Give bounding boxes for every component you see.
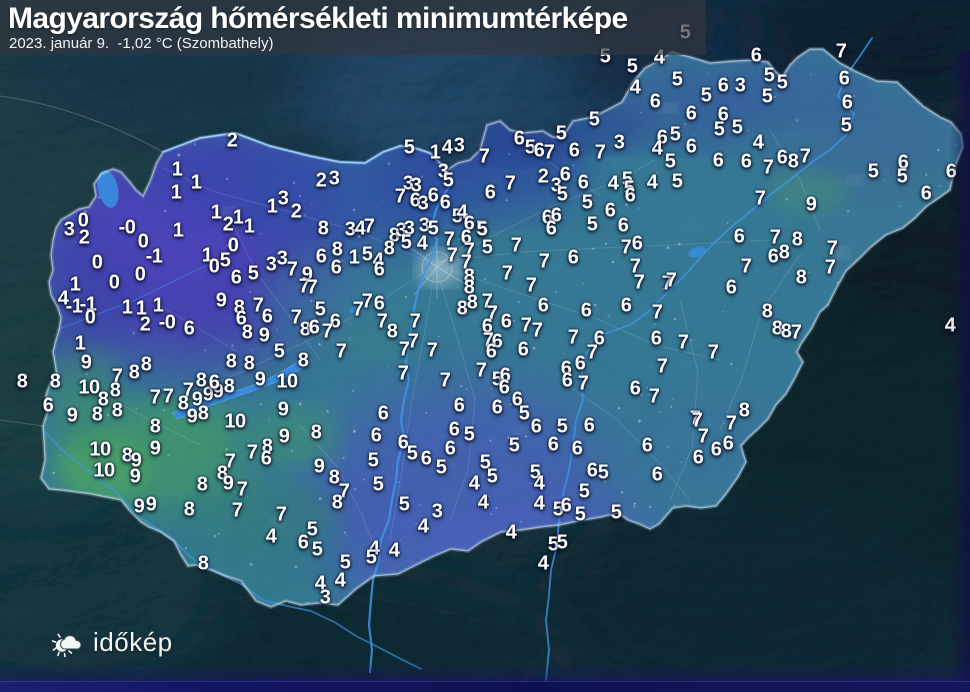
bottom-bar	[0, 681, 970, 692]
map-subtitle: 2023. január 9. -1,02 °C (Szombathely)	[9, 35, 274, 52]
road-network-lines	[94, 129, 821, 561]
title-bar: Magyarország hőmérsékleti minimumtérképe…	[0, 0, 706, 55]
hungary-border	[0, 47, 966, 610]
raba-river	[56, 251, 233, 331]
sun-cloud-icon	[51, 633, 82, 658]
logo-text: időkép	[93, 626, 173, 657]
idokep-logo: időkép	[50, 626, 173, 658]
budapest-street-web	[407, 238, 473, 298]
tisza-river	[545, 37, 873, 681]
budapest-city-spot	[417, 250, 463, 286]
lake-tisza	[688, 246, 706, 258]
lake-ferto	[97, 170, 119, 208]
map-title: Magyarország hőmérsékleti minimumtérképe	[8, 2, 628, 35]
lake-balaton	[171, 359, 305, 420]
lake-velence	[349, 305, 365, 313]
